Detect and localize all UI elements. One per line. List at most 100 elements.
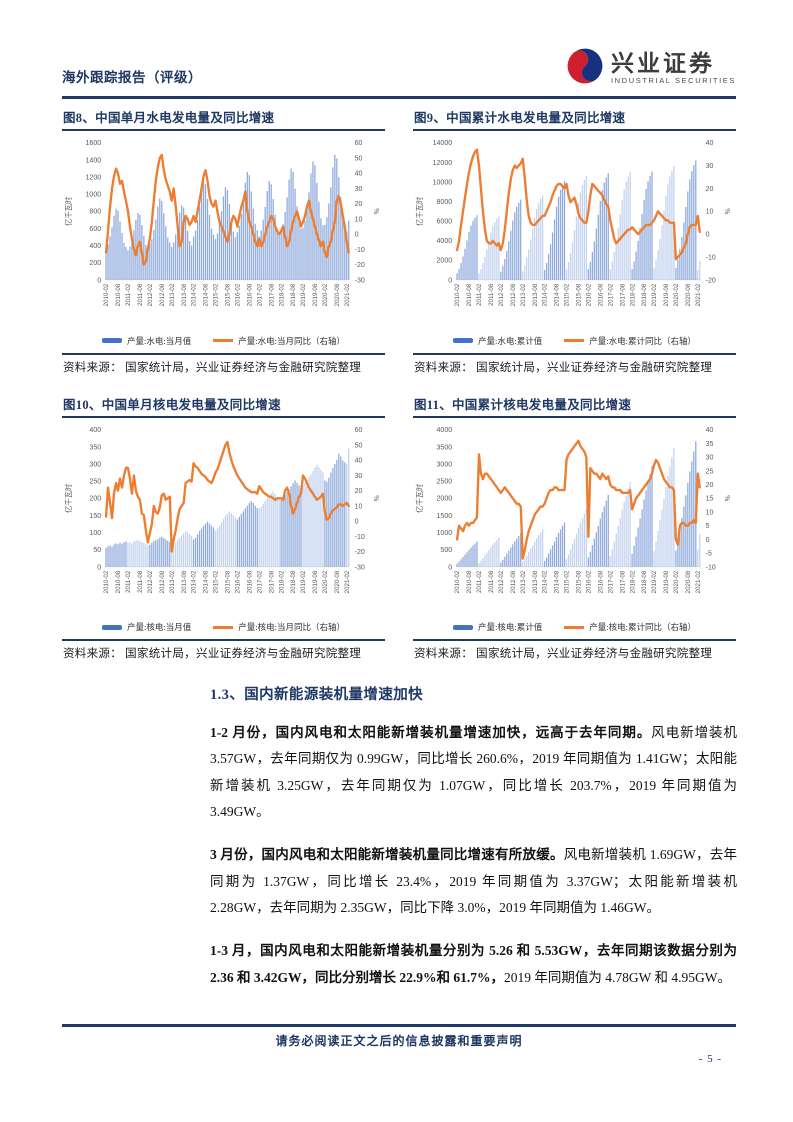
chart-card-fig9: 图9、中国累计水电发电量及同比增速 0 2000 4000 6000 8000 10000… bbox=[413, 104, 736, 375]
svg-text:%: % bbox=[372, 495, 381, 501]
industrial-securities-logo-icon bbox=[566, 47, 604, 90]
svg-text:2017-02: 2017-02 bbox=[607, 283, 614, 306]
paragraph-body: 风电新增装机 3.57GW，去年同期仅为 0.99GW，同比增长 260.6%，… bbox=[210, 725, 737, 819]
svg-text:40: 40 bbox=[706, 140, 714, 147]
svg-text:2014-08: 2014-08 bbox=[554, 570, 561, 593]
brand-name-cn: 兴业证券 bbox=[610, 51, 715, 77]
svg-text:-10: -10 bbox=[355, 247, 365, 254]
svg-text:2020-02: 2020-02 bbox=[322, 570, 329, 593]
chart-card-fig10: 图10、中国单月核电发电量及同比增速 0 50 100 150 200 250 300 350… bbox=[62, 391, 385, 662]
hydro-monthly-chart: 0 200 400 600 800 1000 1200 1400 1600 -30 -20 -10 0 1… bbox=[64, 140, 381, 306]
hydro-cumulative-chart: 0 2000 4000 6000 8000 10000 12000 14000 -20 -10 0 1… bbox=[415, 140, 732, 306]
svg-text:2010-08: 2010-08 bbox=[466, 570, 473, 593]
svg-text:2000: 2000 bbox=[437, 258, 453, 265]
svg-text:2014-08: 2014-08 bbox=[203, 570, 210, 593]
svg-text:400: 400 bbox=[89, 243, 101, 250]
svg-text:2016-02: 2016-02 bbox=[586, 570, 593, 593]
svg-text:2013-02: 2013-02 bbox=[520, 283, 527, 306]
nuclear-cumulative-chart: 0 500 1000 1500 2000 2500 3000 3500 4000 -10 -5 0 5 1… bbox=[415, 427, 732, 593]
svg-text:2012-02: 2012-02 bbox=[147, 283, 154, 306]
bar-legend-label: 产量:核电:累计值 bbox=[478, 622, 543, 633]
svg-text:2011-02: 2011-02 bbox=[476, 283, 483, 306]
chart-source: 资料来源： 国家统计局，兴业证券经济与金融研究院整理 bbox=[414, 361, 713, 374]
section-heading: 1.3、国内新能源装机量增速加快 bbox=[210, 687, 424, 704]
svg-text:2012-02: 2012-02 bbox=[147, 570, 154, 593]
svg-text:0: 0 bbox=[448, 564, 452, 571]
chart-title: 图10、中国单月核电发电量及同比增速 bbox=[62, 391, 385, 418]
svg-text:10: 10 bbox=[706, 509, 714, 516]
svg-text:50: 50 bbox=[355, 442, 363, 449]
svg-text:8000: 8000 bbox=[437, 199, 453, 206]
svg-text:3000: 3000 bbox=[437, 461, 453, 468]
svg-text:亿千瓦时: 亿千瓦时 bbox=[64, 196, 73, 226]
svg-text:4000: 4000 bbox=[437, 427, 453, 434]
svg-text:600: 600 bbox=[89, 226, 101, 233]
svg-text:2011-02: 2011-02 bbox=[125, 283, 132, 306]
svg-text:60: 60 bbox=[355, 427, 363, 434]
chart-legend: 产量:水电:当月值 产量:水电:当月同比（右轴） bbox=[62, 335, 385, 347]
svg-text:2015-08: 2015-08 bbox=[225, 570, 232, 593]
paragraph-march: 3 月份，国内风电和太阳能新增装机量同比增速有所放缓。风电新增装机 1.69GW… bbox=[210, 842, 737, 921]
footer-rule bbox=[62, 1024, 736, 1027]
svg-text:2019-08: 2019-08 bbox=[663, 283, 670, 306]
svg-text:-30: -30 bbox=[355, 277, 365, 284]
svg-text:10: 10 bbox=[355, 503, 363, 510]
svg-text:2021-02: 2021-02 bbox=[695, 570, 702, 593]
header-rule bbox=[62, 96, 736, 99]
chart-legend: 产量:核电:当月值 产量:核电:当月同比（右轴） bbox=[62, 621, 385, 633]
svg-text:2021-02: 2021-02 bbox=[344, 283, 351, 306]
svg-text:-20: -20 bbox=[706, 277, 716, 284]
svg-text:2018-08: 2018-08 bbox=[290, 283, 297, 306]
chart-card-fig11: 图11、中国累计核电发电量及同比增速 0 500 1000 1500 2000 2500 3… bbox=[413, 391, 736, 662]
paragraph-lead: 3 月份，国内风电和太阳能新增装机量同比增速有所放缓。 bbox=[210, 847, 564, 863]
svg-text:40: 40 bbox=[706, 427, 714, 434]
svg-text:亿千瓦时: 亿千瓦时 bbox=[415, 483, 424, 513]
svg-text:2013-08: 2013-08 bbox=[181, 283, 188, 306]
svg-text:2015-02: 2015-02 bbox=[564, 283, 571, 306]
line-legend-swatch bbox=[564, 339, 585, 343]
svg-text:2020-02: 2020-02 bbox=[673, 570, 680, 593]
svg-text:2010-02: 2010-02 bbox=[454, 570, 461, 593]
svg-text:2014-02: 2014-02 bbox=[191, 570, 198, 593]
svg-text:2011-08: 2011-08 bbox=[137, 570, 144, 593]
svg-text:350: 350 bbox=[89, 444, 101, 451]
svg-text:%: % bbox=[372, 208, 381, 214]
svg-text:2020-08: 2020-08 bbox=[334, 570, 341, 593]
svg-text:2020-02: 2020-02 bbox=[673, 283, 680, 306]
svg-text:2014-08: 2014-08 bbox=[554, 283, 561, 306]
svg-text:1200: 1200 bbox=[86, 174, 102, 181]
svg-text:2011-08: 2011-08 bbox=[488, 570, 495, 593]
svg-text:2013-08: 2013-08 bbox=[532, 283, 539, 306]
svg-text:500: 500 bbox=[440, 547, 452, 554]
chart-bottom-rule bbox=[413, 352, 736, 355]
svg-text:30: 30 bbox=[706, 163, 714, 170]
bar-legend-label: 产量:核电:当月值 bbox=[127, 622, 192, 633]
svg-text:2015-08: 2015-08 bbox=[576, 283, 583, 306]
svg-text:2017-02: 2017-02 bbox=[607, 570, 614, 593]
svg-text:2014-02: 2014-02 bbox=[191, 283, 198, 306]
svg-text:2019-02: 2019-02 bbox=[651, 570, 658, 593]
svg-text:-20: -20 bbox=[355, 549, 365, 556]
svg-text:15: 15 bbox=[706, 495, 714, 502]
svg-text:2017-08: 2017-08 bbox=[268, 570, 275, 593]
svg-text:2017-08: 2017-08 bbox=[268, 283, 275, 306]
svg-text:2012-08: 2012-08 bbox=[159, 283, 166, 306]
chart-bottom-rule bbox=[62, 639, 385, 642]
svg-text:-10: -10 bbox=[706, 254, 716, 261]
svg-text:2018-02: 2018-02 bbox=[278, 570, 285, 593]
chart-source: 资料来源： 国家统计局，兴业证券经济与金融研究院整理 bbox=[63, 361, 362, 374]
svg-text:2015-08: 2015-08 bbox=[225, 283, 232, 306]
svg-text:-20: -20 bbox=[355, 262, 365, 269]
svg-text:20: 20 bbox=[355, 201, 363, 208]
nuclear-monthly-chart: 0 50 100 150 200 250 300 350 400 -30 -20 -10 0 10 20 30… bbox=[64, 427, 381, 593]
svg-text:2018-02: 2018-02 bbox=[629, 283, 636, 306]
svg-text:200: 200 bbox=[89, 260, 101, 267]
chart-source: 资料来源： 国家统计局，兴业证券经济与金融研究院整理 bbox=[63, 648, 362, 661]
svg-text:14000: 14000 bbox=[433, 140, 453, 147]
report-type-label: 海外跟踪报告（评级） bbox=[62, 70, 202, 85]
svg-text:0: 0 bbox=[97, 277, 101, 284]
svg-text:亿千瓦时: 亿千瓦时 bbox=[64, 483, 73, 513]
paragraph-jan-feb: 1-2 月份，国内风电和太阳能新增装机量增速加快，远高于去年同期。风电新增装机 … bbox=[210, 720, 737, 825]
svg-text:2020-02: 2020-02 bbox=[322, 283, 329, 306]
svg-text:50: 50 bbox=[355, 155, 363, 162]
